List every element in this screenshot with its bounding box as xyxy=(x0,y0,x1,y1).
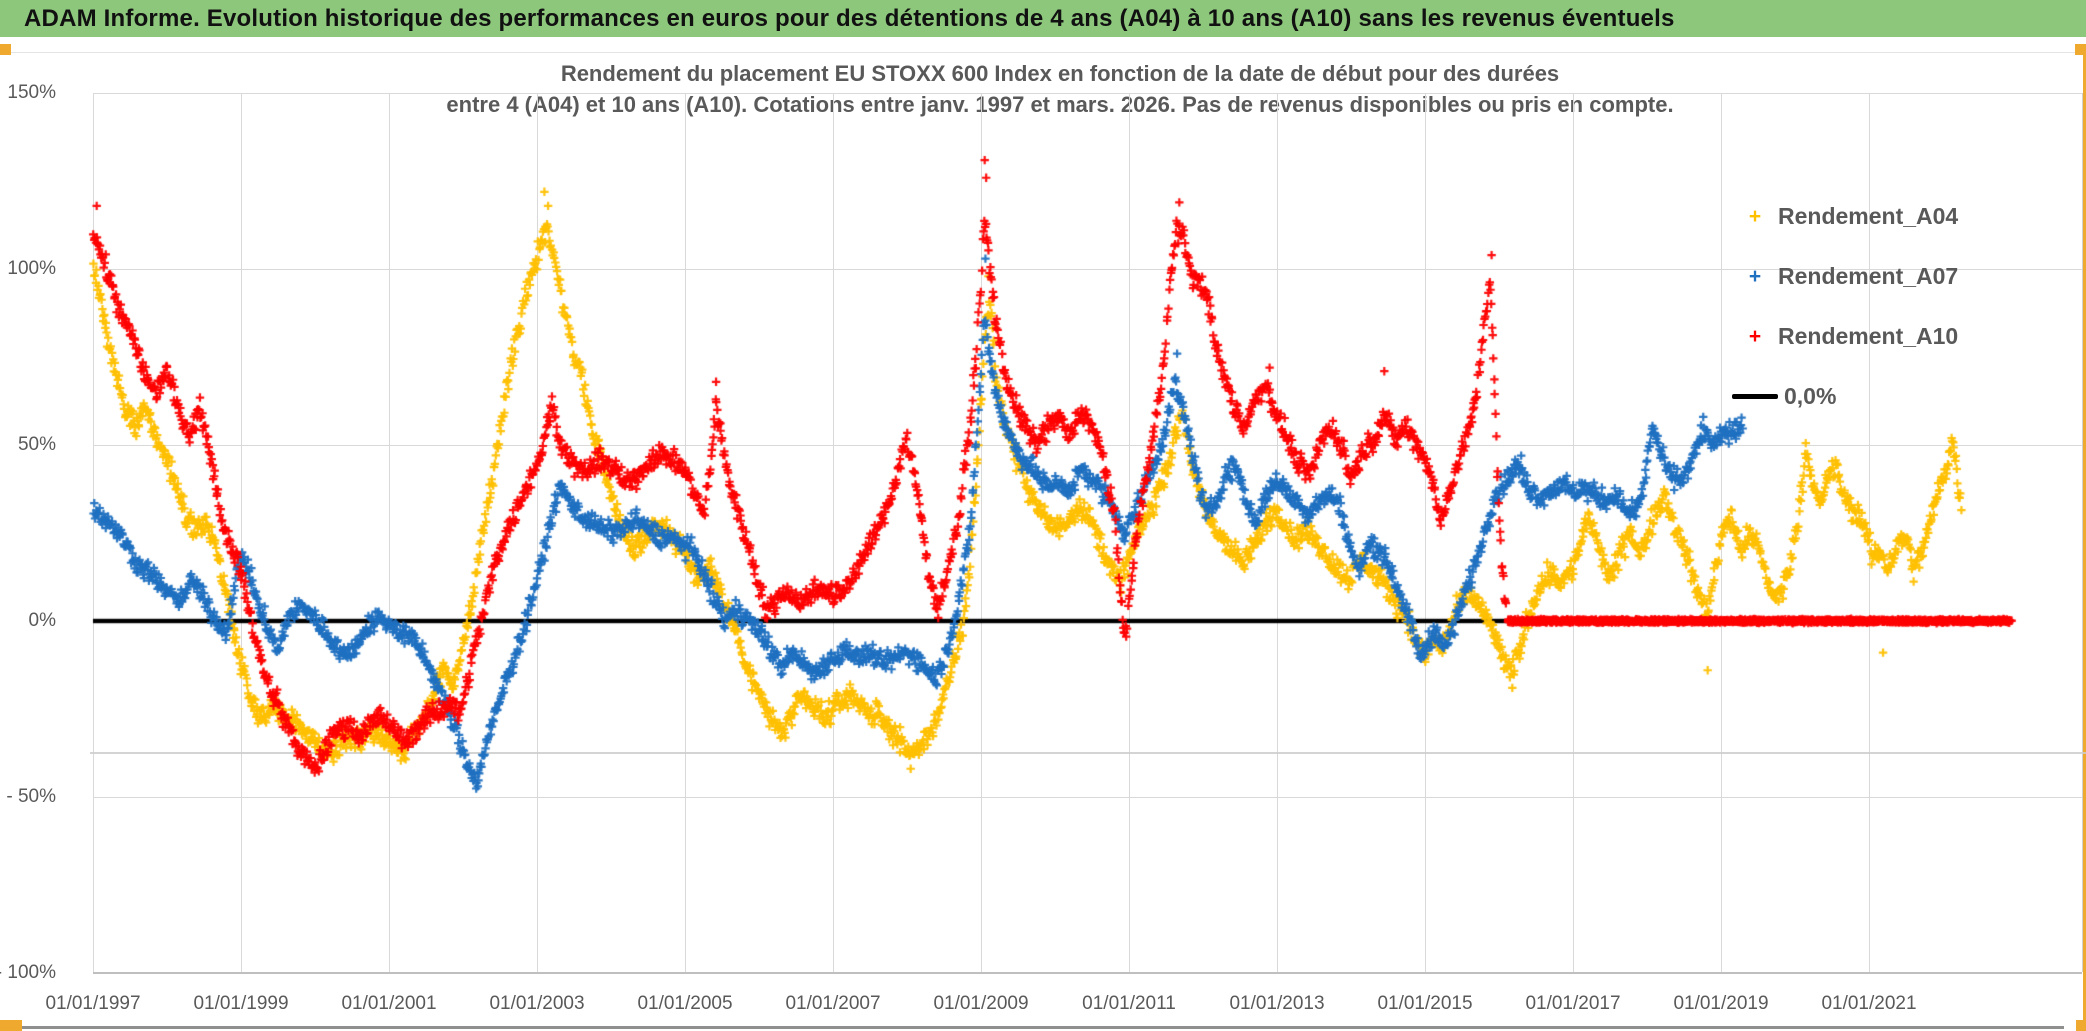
legend-label: Rendement_A07 xyxy=(1778,262,1959,289)
zero-line-swatch-icon xyxy=(1732,393,1778,399)
legend-item-rendement-a07[interactable]: + Rendement_A07 xyxy=(1732,246,2012,306)
legend-label: Rendement_A04 xyxy=(1778,202,1959,229)
plus-marker-icon: + xyxy=(1748,204,1762,228)
gold-corner-bottom-right xyxy=(2076,1020,2086,1031)
plus-marker-icon: + xyxy=(1748,324,1762,348)
legend-item-zero-line[interactable]: 0,0% xyxy=(1732,366,2012,426)
legend-item-rendement-a04[interactable]: + Rendement_A04 xyxy=(1732,186,2012,246)
legend-label: Rendement_A10 xyxy=(1778,322,1959,349)
legend: + Rendement_A04 + Rendement_A07 + Rendem… xyxy=(1732,186,2012,426)
bottom-border-bar xyxy=(22,1026,2064,1029)
gold-corner-bottom-left xyxy=(0,1020,22,1031)
legend-item-rendement-a10[interactable]: + Rendement_A10 xyxy=(1732,306,2012,366)
plus-marker-icon: + xyxy=(1748,264,1762,288)
legend-label: 0,0% xyxy=(1784,382,1837,409)
